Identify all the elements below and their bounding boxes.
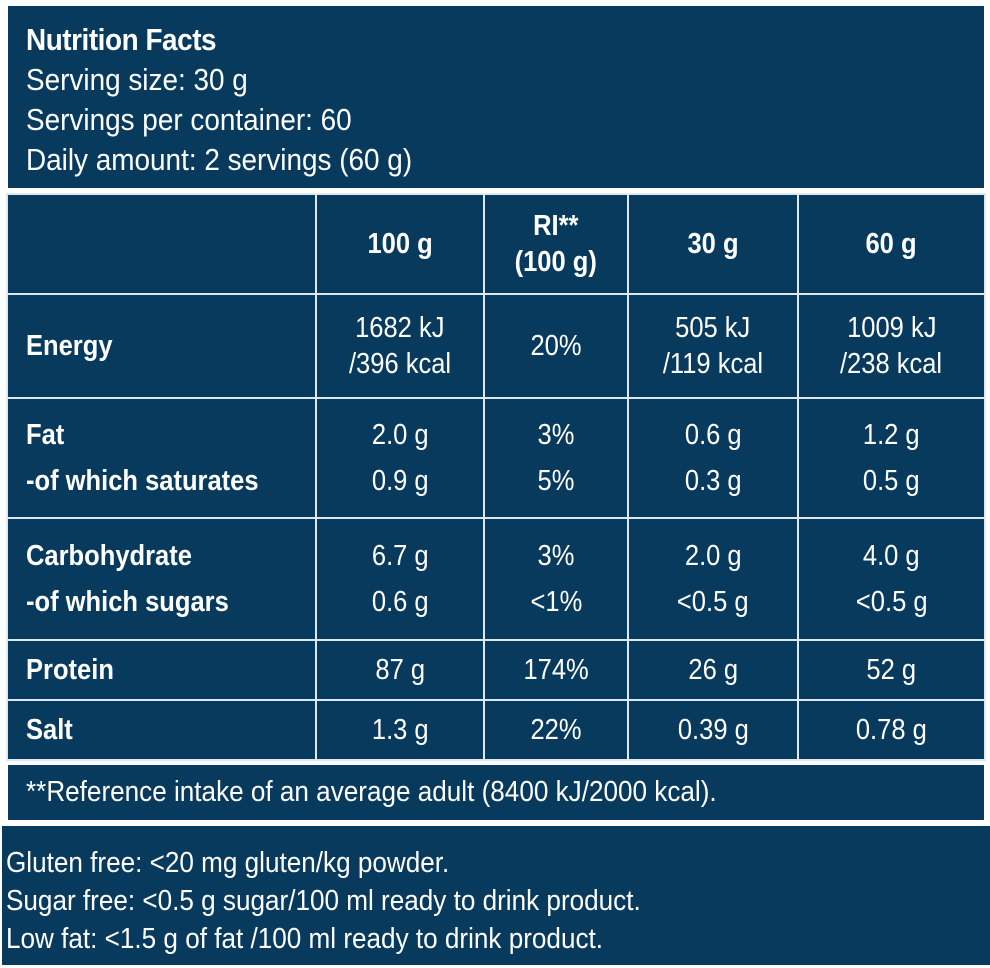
table-row-carbohydrate: Carbohydrate -of which sugars 6.7 g 0.6 … <box>6 517 987 641</box>
row-label-carbohydrate: Carbohydrate -of which sugars <box>6 517 317 641</box>
claim-low-fat: Low fat: <1.5 g of fat /100 ml ready to … <box>6 923 604 955</box>
table-header-row: 100 g RI** (100 g) 30 g 60 g <box>6 193 987 295</box>
row-label-sugars: -of which sugars <box>26 586 229 618</box>
carbohydrate-ri: 3% <1% <box>482 517 630 641</box>
nutrition-table: 100 g RI** (100 g) 30 g 60 g Energy 16 <box>6 193 987 761</box>
nutrition-table-wrapper: 100 g RI** (100 g) 30 g 60 g Energy 16 <box>6 193 987 761</box>
table-row-energy: Energy 1682 kJ /396 kcal 20% 505 kJ /119… <box>6 293 987 399</box>
fat-per60: 1.2 g 0.5 g <box>796 397 987 519</box>
daily-amount: Daily amount: 2 servings (60 g) <box>26 142 413 177</box>
salt-per60: 0.78 g <box>796 699 987 761</box>
energy-per30: 505 kJ /119 kcal <box>627 293 799 399</box>
fat-ri: 3% 5% <box>482 397 630 519</box>
header-label-ri-basis: (100 g) <box>514 246 598 278</box>
claim-gluten-free: Gluten free: <20 mg gluten/kg powder. <box>6 847 450 879</box>
carbohydrate-per100: 6.7 g 0.6 g <box>314 517 485 641</box>
reference-intake-note: **Reference intake of an average adult (… <box>8 765 984 820</box>
row-label-fat: Fat -of which saturates <box>6 397 317 519</box>
claim-sugar-free: Sugar free: <0.5 g sugar/100 ml ready to… <box>6 885 641 917</box>
nutrition-header: Nutrition Facts Serving size: 30 g Servi… <box>8 6 984 188</box>
salt-per100: 1.3 g <box>314 699 485 761</box>
fat-per100: 2.0 g 0.9 g <box>314 397 485 519</box>
nutrition-claims: Gluten free: <20 mg gluten/kg powder. Su… <box>2 826 990 965</box>
header-label-ri: RI** <box>533 210 579 242</box>
row-label-salt: Salt <box>6 699 317 761</box>
header-label-60g: 60 g <box>865 227 917 260</box>
salt-ri: 22% <box>482 699 630 761</box>
energy-ri: 20% <box>482 293 630 399</box>
protein-per100: 87 g <box>314 639 485 701</box>
reference-intake-text: **Reference intake of an average adult (… <box>26 776 717 808</box>
serving-size: Serving size: 30 g <box>26 62 248 97</box>
header-label-30g: 30 g <box>687 227 739 260</box>
header-cell-60g: 60 g <box>796 193 987 295</box>
header-cell-empty <box>6 193 317 295</box>
protein-per30: 26 g <box>627 639 799 701</box>
table-row-protein: Protein 87 g 174% 26 g 52 g <box>6 639 987 701</box>
header-cell-30g: 30 g <box>627 193 799 295</box>
carbohydrate-per60: 4.0 g <0.5 g <box>796 517 987 641</box>
header-label-100g: 100 g <box>367 227 433 260</box>
energy-per60: 1009 kJ /238 kcal <box>796 293 987 399</box>
nutrition-title: Nutrition Facts <box>26 22 217 57</box>
header-cell-100g: 100 g <box>314 193 485 295</box>
table-row-fat: Fat -of which saturates 2.0 g 0.9 g 3% 5… <box>6 397 987 519</box>
protein-ri: 174% <box>482 639 630 701</box>
fat-per30: 0.6 g 0.3 g <box>627 397 799 519</box>
header-cell-ri: RI** (100 g) <box>482 193 630 295</box>
row-label-protein: Protein <box>6 639 317 701</box>
energy-per100: 1682 kJ /396 kcal <box>314 293 485 399</box>
table-row-salt: Salt 1.3 g 22% 0.39 g 0.78 g <box>6 699 987 761</box>
salt-per30: 0.39 g <box>627 699 799 761</box>
protein-per60: 52 g <box>796 639 987 701</box>
carbohydrate-per30: 2.0 g <0.5 g <box>627 517 799 641</box>
row-label-energy: Energy <box>6 293 317 399</box>
row-label-saturates: -of which saturates <box>26 465 259 497</box>
servings-per-container: Servings per container: 60 <box>26 102 352 137</box>
